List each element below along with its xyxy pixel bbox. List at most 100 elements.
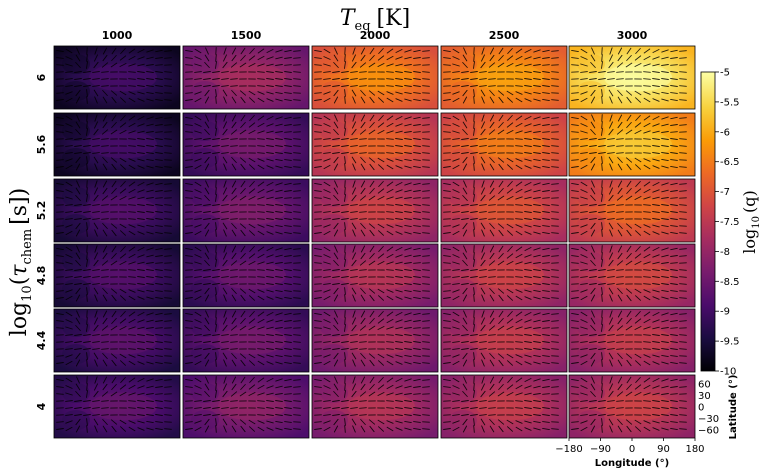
vortex-lobe (320, 383, 348, 403)
heatmap-panel (53, 308, 181, 373)
wind-quivers (185, 47, 301, 104)
vortex-lobe (577, 344, 605, 364)
colorbar-tick-label: -10 (720, 367, 736, 378)
dayside-hotspot (89, 196, 157, 225)
colorbar-tick-label: -5 (720, 68, 730, 79)
column-header: Teq [K] (340, 6, 410, 34)
vortex-lobe (191, 214, 219, 234)
vortex-lobe (191, 187, 219, 207)
colorbar-label: log10(q) (740, 190, 760, 253)
vortex-lobe (191, 344, 219, 364)
panel-border (568, 178, 696, 243)
wind-quivers (443, 310, 559, 367)
column-titles: 1000 1500 2000 2500 3000 (102, 29, 648, 42)
vortex-lobe (449, 383, 477, 403)
heatmap-panel (568, 308, 696, 373)
vortex-lobe (320, 317, 348, 337)
longitude-ticks: −180 −90 0 90 180 (555, 438, 705, 455)
wind-quivers (56, 47, 172, 104)
vortex-lobe (62, 317, 90, 337)
panel-border (568, 112, 696, 177)
dayside-hotspot (89, 130, 157, 159)
panel-border (53, 374, 181, 439)
colorbar-tick-label: -7.5 (720, 217, 740, 228)
vortex-lobe (320, 148, 348, 168)
heatmap-panel (311, 112, 439, 177)
column-title: 2000 (360, 29, 391, 42)
wind-quivers (571, 47, 687, 104)
vortex-lobe (449, 214, 477, 234)
vortex-lobe (191, 410, 219, 430)
panel-border (182, 308, 310, 373)
vortex-lobe (191, 54, 219, 74)
longitude-tick-label: 0 (629, 444, 635, 455)
dayside-hotspot (476, 326, 544, 355)
heatmap-panel (568, 45, 696, 110)
row-title: 4.4 (35, 330, 48, 350)
dayside-hotspot (604, 326, 672, 355)
vortex-lobe (577, 317, 605, 337)
wind-quivers (56, 180, 172, 237)
vortex-lobe (449, 317, 477, 337)
vortex-lobe (449, 410, 477, 430)
vortex-lobe (577, 214, 605, 234)
colorbar-tick-label: -6.5 (720, 157, 740, 168)
vortex-lobe (449, 54, 477, 74)
column-title: 3000 (617, 29, 648, 42)
colorbar-scale (700, 71, 716, 372)
vortex-lobe (62, 121, 90, 141)
vortex-lobe (449, 344, 477, 364)
panel-border (53, 45, 181, 110)
dayside-hotspot (347, 130, 415, 159)
vortex-lobe (577, 410, 605, 430)
heatmap-panel (311, 374, 439, 439)
dayside-hotspot (476, 392, 544, 421)
wind-quivers (314, 376, 430, 433)
wind-quivers (56, 376, 172, 433)
panel-border (53, 112, 181, 177)
heatmap-panel (182, 178, 310, 243)
wind-quivers (185, 376, 301, 433)
panel-border (568, 243, 696, 308)
wind-quivers (56, 310, 172, 367)
panel-border (182, 45, 310, 110)
column-title: 1500 (231, 29, 262, 42)
dayside-hotspot (218, 392, 286, 421)
dayside-hotspot (604, 130, 672, 159)
wind-quivers (56, 245, 172, 302)
vortex-lobe (320, 344, 348, 364)
vortex-lobe (320, 279, 348, 299)
panel-border (440, 45, 568, 110)
wind-quivers (571, 114, 687, 171)
colorbar-ticks: -5 -5.5 -6 -6.5 -7 -7.5 -8 -8.5 -9 -9.5 -10 (715, 68, 740, 378)
panel-border (311, 112, 439, 177)
row-header: log10(τchem[s]) (7, 188, 35, 336)
longitude-tick-label: −180 (555, 444, 582, 455)
row-title: 5.6 (35, 134, 48, 154)
heatmap-panel (440, 308, 568, 373)
dayside-hotspot (347, 392, 415, 421)
wind-quivers (185, 180, 301, 237)
wind-quivers (571, 180, 687, 237)
panel-border (440, 243, 568, 308)
panel-border (182, 178, 310, 243)
vortex-lobe (191, 279, 219, 299)
dayside-hotspot (604, 63, 672, 92)
wind-quivers (185, 310, 301, 367)
dayside-hotspot (89, 261, 157, 290)
wind-quivers (314, 114, 430, 171)
panel-border (440, 308, 568, 373)
vortex-lobe (449, 252, 477, 272)
colorbar-tick-label: -9.5 (720, 337, 740, 348)
vortex-lobe (449, 148, 477, 168)
dayside-hotspot (89, 63, 157, 92)
vortex-lobe (62, 252, 90, 272)
column-title: 2500 (489, 29, 520, 42)
panel-border (440, 178, 568, 243)
heatmap-panel (182, 308, 310, 373)
wind-quivers (314, 47, 430, 104)
row-titles: 6 5.6 5.2 4.8 4.4 4 (35, 73, 48, 410)
vortex-lobe (62, 214, 90, 234)
panel-border (311, 243, 439, 308)
